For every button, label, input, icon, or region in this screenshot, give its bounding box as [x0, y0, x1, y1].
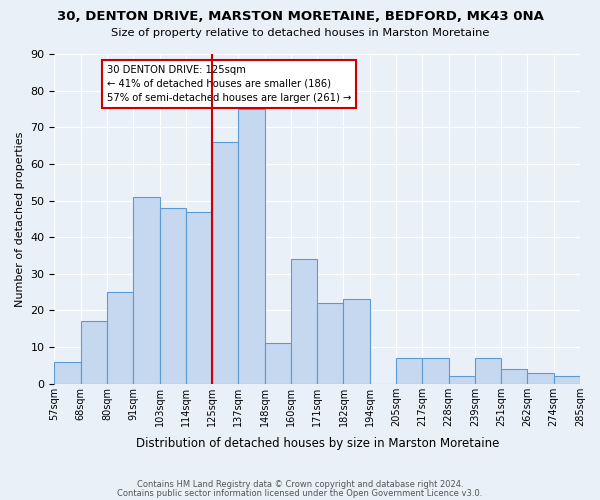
Bar: [186, 212, 212, 384]
Bar: [133, 197, 160, 384]
Bar: [396, 358, 422, 384]
Bar: [527, 372, 554, 384]
X-axis label: Distribution of detached houses by size in Marston Moretaine: Distribution of detached houses by size …: [136, 437, 499, 450]
Bar: [107, 292, 133, 384]
Bar: [212, 142, 238, 384]
Bar: [291, 259, 317, 384]
Text: Size of property relative to detached houses in Marston Moretaine: Size of property relative to detached ho…: [111, 28, 489, 38]
Bar: [80, 322, 107, 384]
Bar: [55, 362, 80, 384]
Bar: [475, 358, 501, 384]
Text: 30 DENTON DRIVE: 125sqm
← 41% of detached houses are smaller (186)
57% of semi-d: 30 DENTON DRIVE: 125sqm ← 41% of detache…: [107, 65, 352, 103]
Bar: [265, 344, 291, 384]
Bar: [238, 109, 265, 384]
Bar: [160, 208, 186, 384]
Bar: [422, 358, 449, 384]
Bar: [343, 300, 370, 384]
Y-axis label: Number of detached properties: Number of detached properties: [15, 131, 25, 306]
Bar: [317, 303, 343, 384]
Bar: [501, 369, 527, 384]
Text: 30, DENTON DRIVE, MARSTON MORETAINE, BEDFORD, MK43 0NA: 30, DENTON DRIVE, MARSTON MORETAINE, BED…: [56, 10, 544, 23]
Text: Contains public sector information licensed under the Open Government Licence v3: Contains public sector information licen…: [118, 488, 482, 498]
Bar: [554, 376, 580, 384]
Bar: [449, 376, 475, 384]
Text: Contains HM Land Registry data © Crown copyright and database right 2024.: Contains HM Land Registry data © Crown c…: [137, 480, 463, 489]
